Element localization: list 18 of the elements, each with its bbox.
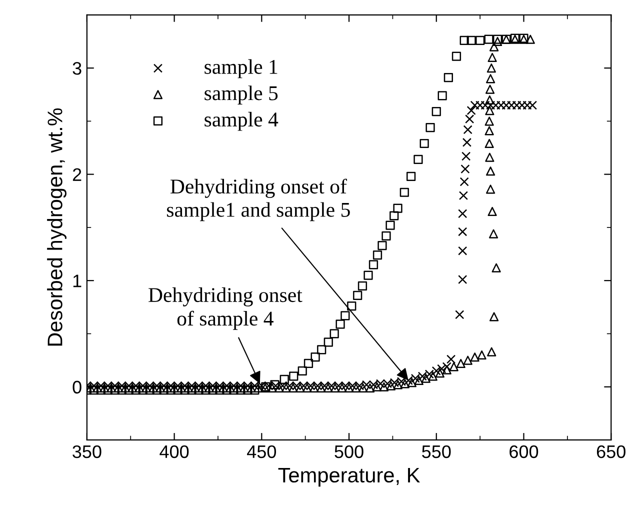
y-tick-label: 2 (72, 168, 82, 181)
legend-label: sample 5 (204, 86, 278, 104)
x-tick-label: 450 (247, 445, 276, 458)
x-tick-label: 500 (334, 445, 364, 458)
x-tick-label: 600 (510, 445, 538, 458)
annotation: Dehydriding onset of sample 4 (148, 287, 302, 330)
legend-label: sample 4 (204, 112, 278, 131)
y-tick-label: 0 (72, 380, 82, 394)
x-tick-label: 650 (596, 445, 626, 458)
annotation: Dehydriding onset of sample1 and sample 5 (166, 178, 350, 222)
x-tick-label: 350 (72, 445, 102, 458)
x-axis-title: Temperature, K (278, 468, 420, 487)
legend-label: sample 1 (204, 59, 278, 78)
x-tick-label: 400 (160, 445, 189, 458)
x-tick-label: 550 (422, 445, 451, 458)
y-tick-label: 1 (73, 274, 82, 288)
y-tick-label: 3 (72, 62, 82, 75)
y-axis-title: Desorbed hydrogen, wt.% (47, 108, 66, 346)
